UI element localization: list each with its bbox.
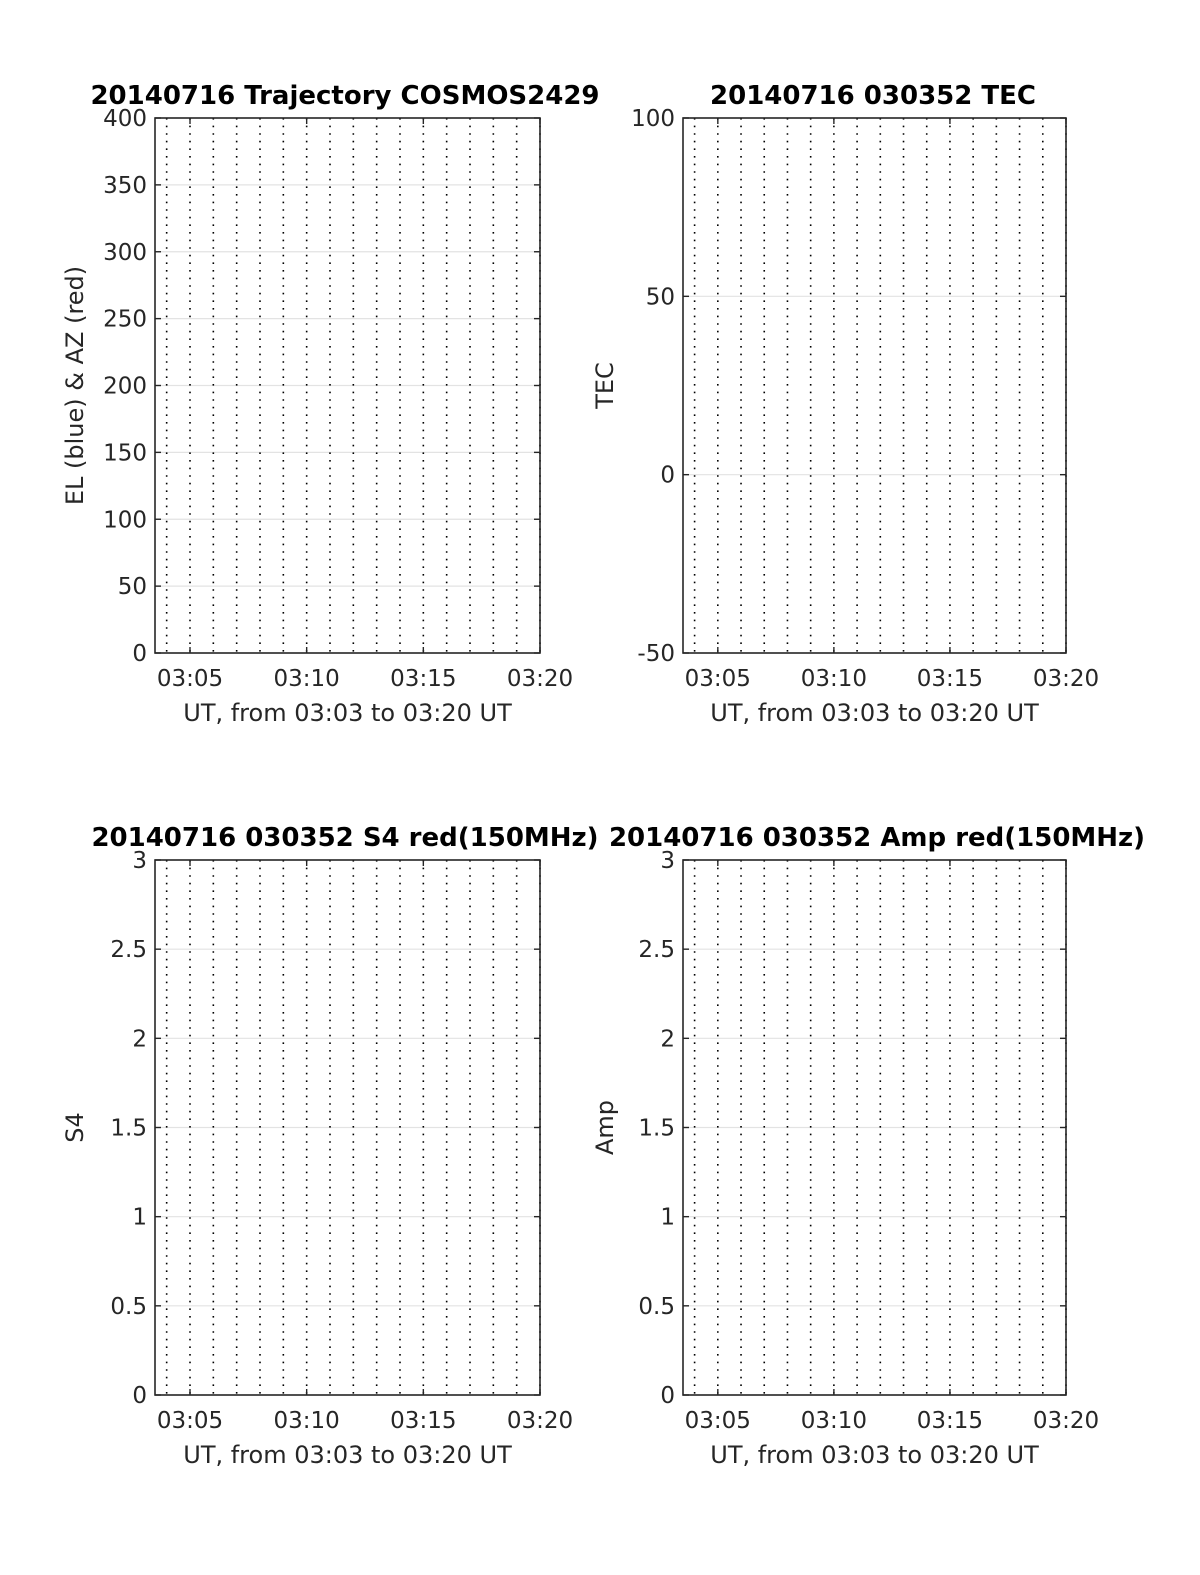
y-tick-label: 50: [118, 574, 147, 600]
y-tick-label: 2.5: [110, 937, 147, 963]
x-tick-label: 03:20: [507, 1408, 573, 1434]
x-tick-label: 03:15: [390, 666, 456, 692]
y-tick-label: 0.5: [638, 1294, 675, 1320]
y-tick-label: 0: [660, 463, 675, 489]
x-axis-label: UT, from 03:03 to 03:20 UT: [183, 699, 512, 727]
x-tick-label: 03:05: [685, 1408, 751, 1434]
y-tick-label: 3: [660, 848, 675, 874]
x-tick-label: 03:05: [157, 1408, 223, 1434]
x-tick-label: 03:20: [1033, 1408, 1099, 1434]
y-tick-label: 0: [132, 1383, 147, 1409]
chart-title: 20140716 030352 S4 red(150MHz): [91, 823, 598, 853]
y-tick-label: 0: [132, 641, 147, 667]
x-tick-label: 03:05: [685, 666, 751, 692]
y-tick-label: 2: [660, 1026, 675, 1052]
panel-trajectory: 0 50 100 150 200 250 300 350 400 03:05 03:10 03:15 0…: [61, 81, 600, 727]
x-tick-label: 03:15: [917, 1408, 983, 1434]
y-tick-label: 100: [103, 507, 147, 533]
panel-amp: 0 0.5 1 1.5 2 2.5 3 03:05 03:10 03:15 03:20 2014071…: [591, 823, 1145, 1469]
y-tick-label: -50: [637, 641, 675, 667]
x-tick-label: 03:20: [1033, 666, 1099, 692]
chart-title: 20140716 030352 TEC: [710, 81, 1036, 111]
y-tick-label: 350: [103, 173, 147, 199]
y-axis-label: Amp: [591, 1100, 619, 1155]
plot-area: [683, 118, 1066, 653]
y-tick-label: 250: [103, 307, 147, 333]
y-axis-label: EL (blue) & AZ (red): [61, 266, 89, 505]
x-tick-label: 03:20: [507, 666, 573, 692]
y-tick-label: 150: [103, 440, 147, 466]
y-tick-label: 0: [660, 1383, 675, 1409]
x-tick-label: 03:10: [801, 666, 867, 692]
chart-title: 20140716 Trajectory COSMOS2429: [90, 81, 599, 111]
y-tick-label: 3: [132, 848, 147, 874]
x-tick-label: 03:10: [801, 1408, 867, 1434]
x-tick-label: 03:05: [157, 666, 223, 692]
y-tick-label: 2: [132, 1026, 147, 1052]
y-tick-label: 0.5: [110, 1294, 147, 1320]
y-tick-label: 300: [103, 240, 147, 266]
y-tick-label: 100: [631, 106, 675, 132]
y-tick-label: 1: [132, 1205, 147, 1231]
y-tick-label: 1: [660, 1205, 675, 1231]
x-tick-label: 03:15: [917, 666, 983, 692]
y-tick-label: 1.5: [638, 1116, 675, 1142]
y-tick-label: 2.5: [638, 937, 675, 963]
y-axis-label: TEC: [591, 362, 619, 410]
x-tick-label: 03:10: [274, 666, 340, 692]
y-tick-label: 50: [646, 284, 675, 310]
x-axis-label: UT, from 03:03 to 03:20 UT: [183, 1441, 512, 1469]
y-axis-label: S4: [61, 1112, 89, 1143]
axes-box: [682, 117, 1067, 654]
panel-tec: -50 0 50 100 03:05 03:10 03:15 03:20 20140716 03…: [591, 81, 1099, 727]
x-tick-label: 03:15: [390, 1408, 456, 1434]
x-axis-label: UT, from 03:03 to 03:20 UT: [710, 1441, 1039, 1469]
y-tick-label: 1.5: [110, 1116, 147, 1142]
x-tick-label: 03:10: [274, 1408, 340, 1434]
y-tick-label: 200: [103, 374, 147, 400]
panel-s4: 0 0.5 1 1.5 2 2.5 3 03:05 03:10 03:15 03:20 2014071…: [61, 823, 599, 1469]
x-axis-label: UT, from 03:03 to 03:20 UT: [710, 699, 1039, 727]
chart-title: 20140716 030352 Amp red(150MHz): [609, 823, 1145, 853]
y-tick-label: 400: [103, 106, 147, 132]
